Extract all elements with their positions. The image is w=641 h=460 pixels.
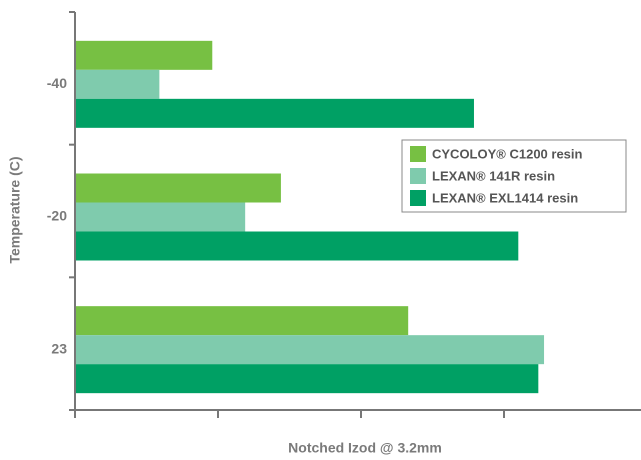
bar	[75, 306, 409, 336]
y-tick-label: -40	[47, 75, 67, 91]
y-tick-label: 23	[51, 340, 67, 356]
legend-swatch	[410, 146, 426, 162]
legend-swatch	[410, 190, 426, 206]
bar	[75, 231, 519, 261]
bar	[75, 202, 246, 232]
legend-box	[401, 139, 627, 213]
y-tick-label: -20	[47, 208, 67, 224]
legend-label: LEXAN® 141R resin	[432, 168, 555, 183]
legend-swatch	[410, 168, 426, 184]
legend-label: LEXAN® EXL1414 resin	[432, 190, 578, 205]
x-axis-label: Notched Izod @ 3.2mm	[288, 440, 442, 456]
bar	[75, 69, 160, 99]
legend-label: CYCOLOY® C1200 resin	[432, 146, 583, 161]
bar	[75, 173, 281, 203]
bar	[75, 364, 539, 394]
bar	[75, 335, 545, 365]
y-axis-label: Temperature (C)	[7, 156, 23, 263]
bar	[75, 98, 474, 128]
bar	[75, 40, 213, 70]
